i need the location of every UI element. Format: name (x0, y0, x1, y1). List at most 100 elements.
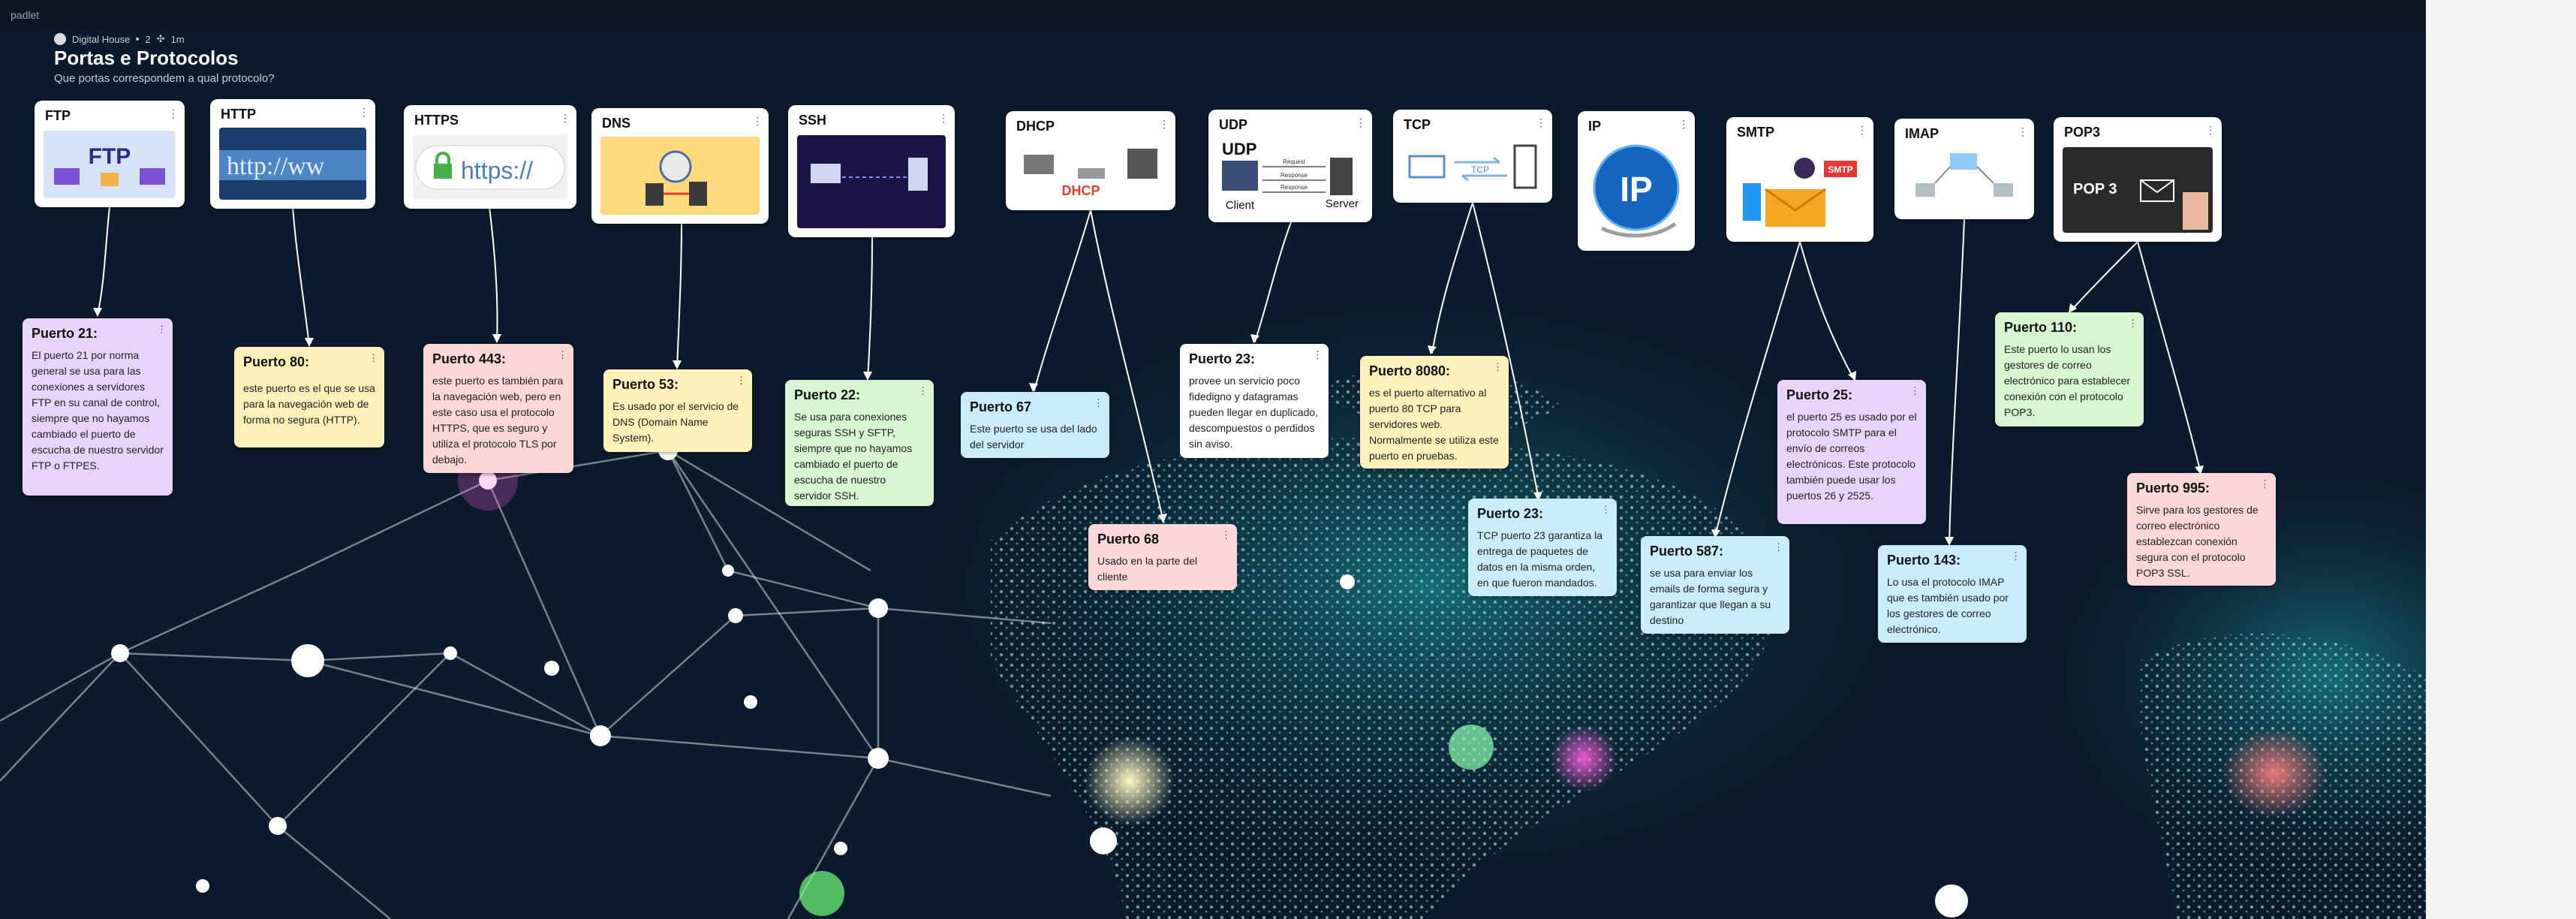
note-title: Puerto 80: (243, 354, 310, 369)
port-note-587[interactable]: ⋮ Puerto 587: se usa para enviar los ema… (1641, 536, 1789, 634)
time-ago: 1m (170, 33, 185, 45)
note-body: Se usa para conexiones seguras SSH y SFT… (794, 411, 913, 502)
port-note-443[interactable]: ⋮ Puerto 443: este puerto es también par… (423, 344, 573, 473)
more-options-icon[interactable]: ⋮ (560, 112, 570, 124)
note-title: Puerto 587: (1650, 544, 1724, 559)
http-image-text: http://ww (227, 152, 325, 180)
note-title: Puerto 53: (612, 377, 679, 392)
more-options-icon[interactable]: ⋮ (1356, 116, 1366, 128)
port-note-8080[interactable]: ⋮ Puerto 8080: es el puerto alternativo … (1360, 356, 1509, 469)
imap-image (1903, 146, 2025, 210)
protocol-card-imap[interactable]: IMAP ⋮ (1894, 119, 2034, 219)
more-options-icon[interactable]: ⋮ (1221, 529, 1231, 541)
more-options-icon[interactable]: ⋮ (157, 324, 167, 335)
protocol-card-smtp[interactable]: SMTP ⋮ SMTP (1726, 117, 1873, 242)
note-title: Puerto 68 (1097, 532, 1160, 547)
smtp-image-text: SMTP (1828, 164, 1852, 175)
more-options-icon[interactable]: ⋮ (168, 107, 179, 119)
note-title: Puerto 443: (432, 351, 507, 366)
more-options-icon[interactable]: ⋮ (1774, 541, 1783, 553)
more-options-icon[interactable]: ⋮ (1601, 504, 1611, 515)
protocol-card-ssh[interactable]: SSH ⋮ (788, 105, 955, 237)
more-options-icon[interactable]: ⋮ (359, 106, 369, 118)
note-body: es el puerto alternativo al puerto 80 TC… (1369, 387, 1499, 462)
more-options-icon[interactable]: ⋮ (2018, 125, 2028, 137)
note-body: se usa para enviar los emails de forma s… (1650, 567, 1771, 626)
protocol-card-dhcp[interactable]: DHCP ⋮ DHCP (1006, 111, 1175, 210)
more-options-icon[interactable]: ⋮ (1159, 118, 1169, 130)
pop3-image: POP 3 (2063, 147, 2213, 233)
more-options-icon[interactable]: ⋮ (558, 349, 567, 360)
protocol-card-https[interactable]: HTTPS ⋮ https:// (404, 105, 576, 209)
port-note-80[interactable]: ⋮ Puerto 80: este puerto es el que se us… (234, 347, 384, 447)
port-note-68[interactable]: ⋮ Puerto 68 Usado en la parte del client… (1088, 524, 1237, 590)
pop3-image-text: POP 3 (2073, 181, 2117, 197)
note-title: Puerto 22: (794, 387, 861, 402)
more-options-icon[interactable]: ⋮ (1678, 118, 1689, 130)
udp-image: UDP Request Response Response Client Ser… (1217, 137, 1363, 213)
note-body: Lo usa el protocolo IMAP que es también … (1887, 576, 2009, 635)
ssh-image (797, 135, 946, 228)
protocol-card-http[interactable]: HTTP ⋮ http://ww (210, 99, 375, 209)
author-name[interactable]: Digital House (72, 33, 131, 45)
udp-server-label: Server (1326, 197, 1359, 210)
more-options-icon[interactable]: ⋮ (2011, 550, 2021, 562)
card-title: DHCP (1016, 119, 1055, 134)
padlet-logo[interactable]: padlet (11, 9, 40, 21)
port-note-143[interactable]: ⋮ Puerto 143: Lo usa el protocolo IMAP q… (1878, 545, 2027, 643)
board-meta: Digital House 2 ✣ 1m (54, 33, 185, 45)
port-note-53[interactable]: ⋮ Puerto 53: Es usado por el servicio de… (603, 369, 752, 452)
note-title: Puerto 21: (32, 326, 98, 341)
ip-image-text: IP (1620, 170, 1652, 209)
more-options-icon[interactable]: ⋮ (736, 375, 746, 386)
note-title: Puerto 25: (1786, 387, 1853, 402)
more-options-icon[interactable]: ⋮ (918, 385, 928, 396)
more-options-icon[interactable]: ⋮ (369, 352, 378, 363)
more-options-icon[interactable]: ⋮ (2128, 318, 2138, 329)
port-note-23-tcp[interactable]: ⋮ Puerto 23: TCP puerto 23 garantiza la … (1468, 499, 1617, 596)
more-options-icon[interactable]: ⋮ (1094, 397, 1103, 408)
http-image: http://ww (219, 128, 366, 200)
port-note-23-udp[interactable]: ⋮ Puerto 23: provee un servicio poco fid… (1180, 344, 1329, 458)
card-title: UDP (1219, 117, 1248, 132)
port-note-22[interactable]: ⋮ Puerto 22: Se usa para conexiones segu… (785, 380, 934, 506)
protocol-card-ip[interactable]: IP ⋮ IP (1578, 111, 1695, 251)
more-options-icon[interactable]: ⋮ (2205, 124, 2216, 136)
protocol-card-tcp[interactable]: TCP ⋮ TCP (1393, 110, 1552, 203)
port-note-25[interactable]: ⋮ Puerto 25: el puerto 25 es usado por e… (1777, 380, 1926, 524)
protocol-card-dns[interactable]: DNS ⋮ (591, 108, 769, 224)
port-note-67[interactable]: ⋮ Puerto 67 Este puerto se usa del lado … (961, 392, 1109, 458)
card-title: IMAP (1905, 126, 1939, 141)
protocol-card-udp[interactable]: UDP ⋮ UDP Request Response Response Clie… (1208, 110, 1372, 222)
card-title: HTTP (221, 107, 256, 122)
protocol-card-pop3[interactable]: POP3 ⋮ POP 3 (2054, 117, 2222, 242)
more-options-icon[interactable]: ⋮ (1493, 361, 1503, 372)
author-avatar[interactable] (54, 33, 66, 45)
dhcp-image: DHCP (1015, 141, 1166, 201)
port-note-995[interactable]: ⋮ Puerto 995: Sirve para los gestores de… (2127, 473, 2276, 586)
note-body: Sirve para los gestores de correo electr… (2136, 504, 2259, 579)
more-options-icon[interactable]: ⋮ (1857, 124, 1867, 136)
note-title: Puerto 143: (1887, 553, 1961, 568)
note-body: TCP puerto 23 garantiza la entrega de pa… (1477, 529, 1603, 589)
more-options-icon[interactable]: ⋮ (2260, 478, 2270, 490)
comment-count: 2 (145, 33, 151, 45)
more-options-icon[interactable]: ⋮ (1313, 349, 1323, 360)
port-note-110[interactable]: ⋮ Puerto 110: Este puerto lo usan los ge… (1995, 312, 2144, 426)
port-note-21[interactable]: ⋮ Puerto 21: El puerto 21 por norma gene… (23, 318, 173, 496)
protocol-card-ftp[interactable]: FTP ⋮ FTP (35, 101, 185, 207)
note-body: Este puerto se usa del lado del servidor (970, 423, 1097, 450)
note-title: Puerto 67 (970, 399, 1032, 414)
smtp-image: SMTP (1735, 146, 1864, 233)
ip-image: IP (1587, 140, 1686, 242)
more-options-icon[interactable]: ⋮ (938, 112, 949, 124)
card-title: TCP (1404, 117, 1431, 132)
card-title: SMTP (1737, 125, 1775, 140)
ftp-image: FTP (44, 131, 176, 198)
note-body: Es usado por el servicio de DNS (Domain … (612, 400, 739, 444)
more-options-icon[interactable]: ⋮ (752, 115, 763, 127)
more-options-icon[interactable]: ⋮ (1536, 116, 1546, 128)
more-options-icon[interactable]: ⋮ (1910, 385, 1920, 396)
note-title: Puerto 995: (2136, 481, 2210, 496)
note-body: este puerto es también para la navegació… (432, 375, 564, 466)
